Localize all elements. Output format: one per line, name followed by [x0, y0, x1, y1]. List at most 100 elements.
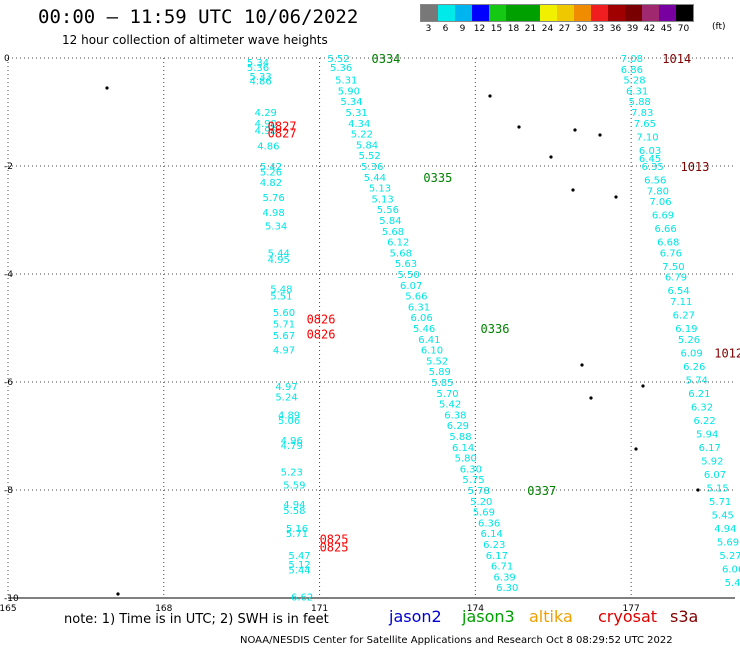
wave-height-label: 6.14	[481, 529, 503, 540]
wave-height-label: 5.71	[286, 529, 308, 540]
legend-label: 3	[425, 24, 432, 34]
wave-height-label: 6.86	[621, 65, 643, 76]
wave-height-label: 5.44	[364, 173, 386, 184]
wave-height-label: 6.26	[683, 362, 705, 373]
wave-height-label: 5.51	[270, 292, 292, 303]
wave-height-label: 6.54	[667, 286, 689, 297]
legend-swatch	[642, 5, 659, 21]
wave-height-label: 5.34	[247, 58, 269, 69]
wave-height-label: 4.86	[249, 77, 271, 88]
wave-height-label: 5.85	[431, 378, 453, 389]
wave-height-label: 5.59	[283, 481, 305, 492]
mission-s3a: s3a	[670, 607, 699, 626]
wave-height-label: 4.95	[268, 255, 290, 266]
wave-height-label: 5.47	[288, 551, 310, 562]
wave-height-label: 7.06	[649, 197, 671, 208]
wave-height-label: 6.06	[722, 564, 740, 575]
wave-height-label: 6.38	[444, 410, 466, 421]
legend-label: 24	[541, 24, 554, 34]
legend-swatch	[557, 5, 574, 21]
wave-height-label: 6.17	[699, 443, 721, 454]
y-tick-label: -8	[4, 486, 13, 496]
wave-height-label: 5.24	[275, 393, 297, 404]
wave-height-label: 5.42	[439, 400, 461, 411]
time-label: 1013	[680, 160, 709, 174]
color-legend: 3 6 9 12 15 18 21 24 27 30 33 36 39 42 45 70 (ft)	[420, 4, 726, 36]
legend-unit: (ft)	[712, 22, 726, 32]
wave-height-label: 4.82	[260, 178, 282, 189]
wave-height-label: 7.08	[621, 54, 643, 65]
page-title: 00:00 — 11:59 UTC 10/06/2022	[38, 6, 359, 28]
legend-labels: 3 6 9 12 15 18 21 24 27 30 33 36 39 42 45 70	[420, 24, 694, 36]
wave-height-label: 5.88	[629, 97, 651, 108]
wave-height-label: 5.70	[436, 389, 458, 400]
wave-height-label: 5.31	[335, 76, 357, 87]
legend-swatch	[625, 5, 642, 21]
wave-height-label: 7.10	[636, 132, 658, 143]
wave-height-label: 4.29	[255, 108, 277, 119]
wave-height-label: 5.58	[283, 506, 305, 517]
wave-height-label: 5.80	[455, 454, 477, 465]
credit-line: NOAA/NESDIS Center for Satellite Applica…	[240, 635, 673, 646]
wave-height-label: 6.30	[496, 583, 518, 594]
mission-jason3: jason3	[462, 607, 515, 626]
legend-swatch	[608, 5, 625, 21]
x-tick-label: 174	[467, 604, 484, 614]
wave-height-label: 6.71	[491, 562, 513, 573]
time-label: 0337	[527, 484, 556, 498]
wave-height-label: 4.97	[275, 382, 297, 393]
wave-height-label: 6.69	[652, 211, 674, 222]
wave-height-label: 7.83	[631, 108, 653, 119]
legend-label: 42	[643, 24, 656, 34]
time-label: 1012	[714, 346, 740, 360]
wave-height-label: 5.33	[249, 72, 271, 83]
wave-height-label: 5.89	[429, 367, 451, 378]
wave-height-label: 6.12	[387, 238, 409, 249]
wave-height-label: 5.63	[395, 259, 417, 270]
wave-height-label: 4.34	[348, 119, 370, 130]
legend-swatch	[472, 5, 489, 21]
wave-height-label: 5.12	[288, 560, 310, 571]
time-label: 0825	[320, 533, 349, 547]
island-marker	[571, 188, 575, 192]
wave-height-label: 4.97	[273, 346, 295, 357]
wave-height-label: 5.44	[288, 565, 310, 576]
wave-height-label: 5.71	[273, 320, 295, 331]
wave-height-label: 5.68	[390, 248, 412, 259]
y-tick-label: -10	[4, 594, 19, 604]
wave-height-label: 5.34	[265, 221, 287, 232]
wave-height-label: 5.48	[270, 285, 292, 296]
wave-height-label: 5.52	[327, 54, 349, 65]
wave-height-label: 4.90	[255, 119, 277, 130]
island-marker	[517, 125, 521, 129]
wave-height-label: 6.17	[486, 551, 508, 562]
wave-height-label: 5.52	[359, 151, 381, 162]
wave-height-label: 6.76	[660, 248, 682, 259]
wave-height-label: 5.44	[268, 248, 290, 259]
legend-label: 36	[609, 24, 622, 34]
wave-height-label: 5.45	[712, 510, 734, 521]
island-marker	[589, 396, 593, 400]
legend-swatches	[420, 4, 694, 22]
time-label: 0827	[268, 120, 297, 134]
legend-swatch	[421, 5, 438, 21]
wave-height-label: 5.75	[462, 475, 484, 486]
legend-label: 30	[575, 24, 588, 34]
wave-height-label: 5.46	[413, 324, 435, 335]
wave-height-label: 5.92	[701, 456, 723, 467]
wave-height-label: 5.60	[273, 308, 295, 319]
wave-height-label: 4.89	[278, 410, 300, 421]
wave-height-label: 5.76	[262, 193, 284, 204]
wave-height-label: 6.10	[421, 346, 443, 357]
legend-label: 45	[660, 24, 673, 34]
wave-height-label: 4.94	[283, 500, 305, 511]
wave-height-label: 5.15	[706, 483, 728, 494]
x-tick-label: 171	[311, 604, 328, 614]
x-tick-label: 168	[155, 604, 172, 614]
wave-height-label: 6.56	[644, 176, 666, 187]
wave-height-label: 5.90	[338, 86, 360, 97]
legend-swatch	[438, 5, 455, 21]
y-tick-label: 0	[4, 54, 10, 64]
legend-swatch	[574, 5, 591, 21]
wave-height-label: 6.32	[691, 402, 713, 413]
